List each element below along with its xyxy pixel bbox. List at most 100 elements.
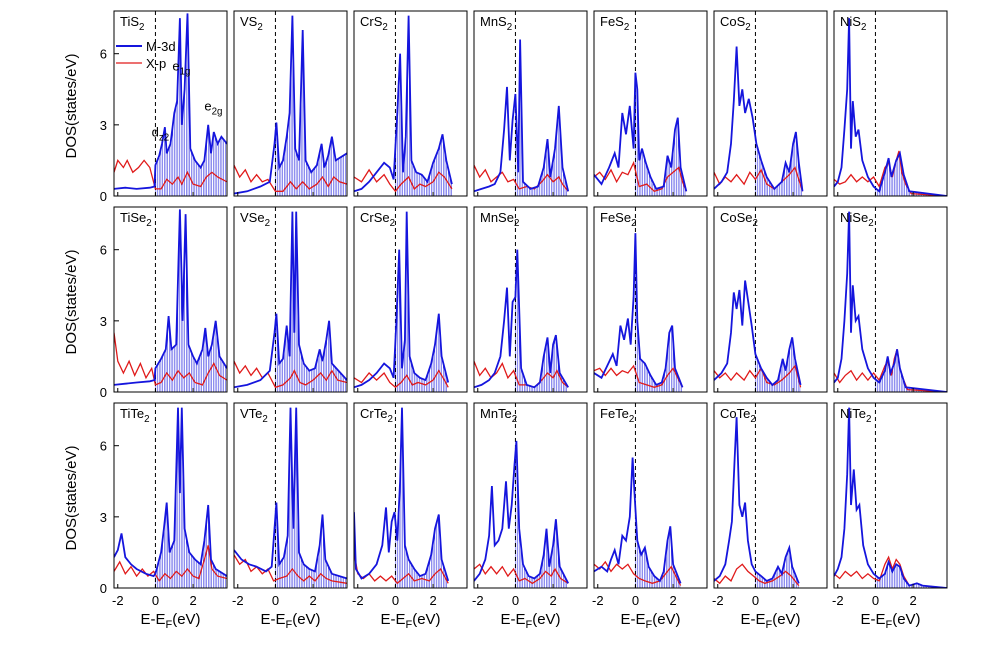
panel-title-sub: 2	[146, 218, 151, 229]
panel-18: MnTe2-2 0 2E-EF(eV)	[472, 402, 588, 631]
x-axis-label-unit: (eV)	[532, 611, 560, 628]
x-tick-label: -2	[112, 593, 124, 608]
orbital-annotation: e1g	[172, 58, 190, 77]
panel-title: MnS2	[480, 14, 512, 33]
m3d-dos-line	[354, 407, 450, 582]
panel-plot-area	[354, 207, 450, 392]
panel-title-main: MnS	[480, 14, 507, 29]
x-axis-label: E-EF(eV)	[140, 611, 200, 631]
panel-title-sub: 2	[514, 218, 519, 229]
panel-21: NiTe2-2 0 2E-EF(eV)	[832, 402, 948, 631]
xp-dos-line	[594, 364, 684, 388]
panel-frame	[233, 402, 348, 589]
x-axis-label-unit: (eV)	[892, 611, 920, 628]
panel-17: CrTe2-2 0 2E-EF(eV)	[352, 402, 468, 631]
x-tick-label: 2	[549, 593, 556, 608]
panel-title-sub: 2	[507, 22, 512, 33]
panel-title-main: MnSe	[480, 210, 514, 225]
panel-title-sub: 2	[512, 414, 517, 425]
xp-dos-line	[714, 364, 802, 388]
x-axis-label-sub: F	[405, 619, 412, 631]
y-tick-label: 3	[100, 118, 107, 133]
m3d-dos-line	[234, 407, 347, 580]
panel-title-main: VSe	[240, 210, 265, 225]
panel-frame	[233, 10, 348, 197]
m3d-hatch	[635, 76, 686, 196]
m3d-dos-line	[234, 211, 347, 389]
panel-title-sub: 2	[750, 414, 755, 425]
x-tick-label: 2	[189, 593, 196, 608]
m3d-dos-line	[474, 39, 570, 193]
panel-2: VS2	[233, 10, 348, 197]
orbital-annotation-main: e	[204, 99, 211, 114]
xp-dos-line	[714, 563, 800, 587]
xp-dos-line	[834, 555, 947, 588]
xp-dos-line	[354, 168, 453, 193]
panel-10: CrSe2	[353, 206, 468, 393]
x-tick-label: 2	[309, 593, 316, 608]
x-tick-label: -2	[592, 593, 604, 608]
x-axis-label: E-EF(eV)	[620, 611, 680, 631]
panel-title: MnTe2	[480, 406, 517, 425]
panel-plot-area	[594, 11, 688, 196]
x-axis-label-sub: F	[645, 619, 652, 631]
panel-plot-area	[594, 207, 684, 392]
x-axis-label-unit: (eV)	[172, 611, 200, 628]
xp-dos-line	[114, 332, 227, 386]
panel-frame	[113, 206, 228, 393]
m3d-dos-line	[834, 211, 947, 392]
panel-title: CoTe2	[720, 406, 756, 425]
x-axis-label-unit: (eV)	[652, 611, 680, 628]
xp-dos-line	[714, 166, 804, 192]
y-tick-label: 6	[100, 439, 107, 454]
x-axis-label-main: E-E	[140, 611, 165, 628]
panel-title: TiS2	[120, 14, 144, 33]
orbital-annotation-sub: 2g	[212, 107, 223, 118]
panel-16: VTe2-2 0 2E-EF(eV)	[232, 402, 348, 631]
panel-11: MnSe2	[473, 206, 588, 393]
y-tick-label: 0	[100, 189, 107, 204]
panel-frame	[353, 10, 468, 197]
panel-frame	[473, 10, 588, 197]
panel-title: VSe2	[240, 210, 270, 229]
panel-title: VS2	[240, 14, 263, 33]
panel-plot-area	[234, 11, 347, 196]
panel-6: CoS2	[713, 10, 828, 197]
panel-plot-area	[114, 11, 227, 196]
panel-title: CrTe2	[360, 406, 393, 425]
x-tick-label: 2	[429, 593, 436, 608]
panel-plot-area	[234, 403, 347, 588]
m3d-hatch	[155, 222, 227, 392]
panel-5: FeS2	[593, 10, 708, 197]
orbital-annotation: dz2	[152, 125, 170, 144]
panel-title-main: CrS	[360, 14, 383, 29]
panel-title-sub: 2	[624, 22, 629, 33]
legend-xp-label: X-p	[146, 56, 166, 71]
panel-title: FeSe2	[600, 210, 637, 229]
orbital-annotation: e2g	[204, 99, 222, 118]
panel-frame	[353, 206, 468, 393]
m3d-dos-line	[594, 72, 688, 192]
panel-plot-area	[114, 403, 227, 588]
x-tick-label: 0	[632, 593, 639, 608]
panel-plot-area	[474, 403, 570, 588]
x-tick-label: 0	[872, 593, 879, 608]
m3d-dos-line	[354, 211, 450, 389]
panel-frame	[833, 402, 948, 589]
y-axis-label: DOS(states/eV)	[63, 445, 80, 550]
m3d-dos-line	[354, 15, 453, 193]
panel-title: TiTe2	[120, 406, 150, 425]
y-tick-label: 3	[100, 510, 107, 525]
y-axis-label: DOS(states/eV)	[63, 53, 80, 158]
panel-plot-area	[714, 403, 800, 588]
panel-title-main: VS	[240, 14, 258, 29]
panel-title: CrSe2	[360, 210, 395, 229]
panel-20: CoTe2-2 0 2E-EF(eV)	[712, 402, 828, 631]
panel-frame	[713, 206, 828, 393]
panel-frame	[113, 402, 228, 589]
x-axis-label-main: E-E	[380, 611, 405, 628]
xp-dos-line	[114, 158, 227, 190]
panel-title-main: CoSe	[720, 210, 753, 225]
x-axis-label-main: E-E	[500, 611, 525, 628]
